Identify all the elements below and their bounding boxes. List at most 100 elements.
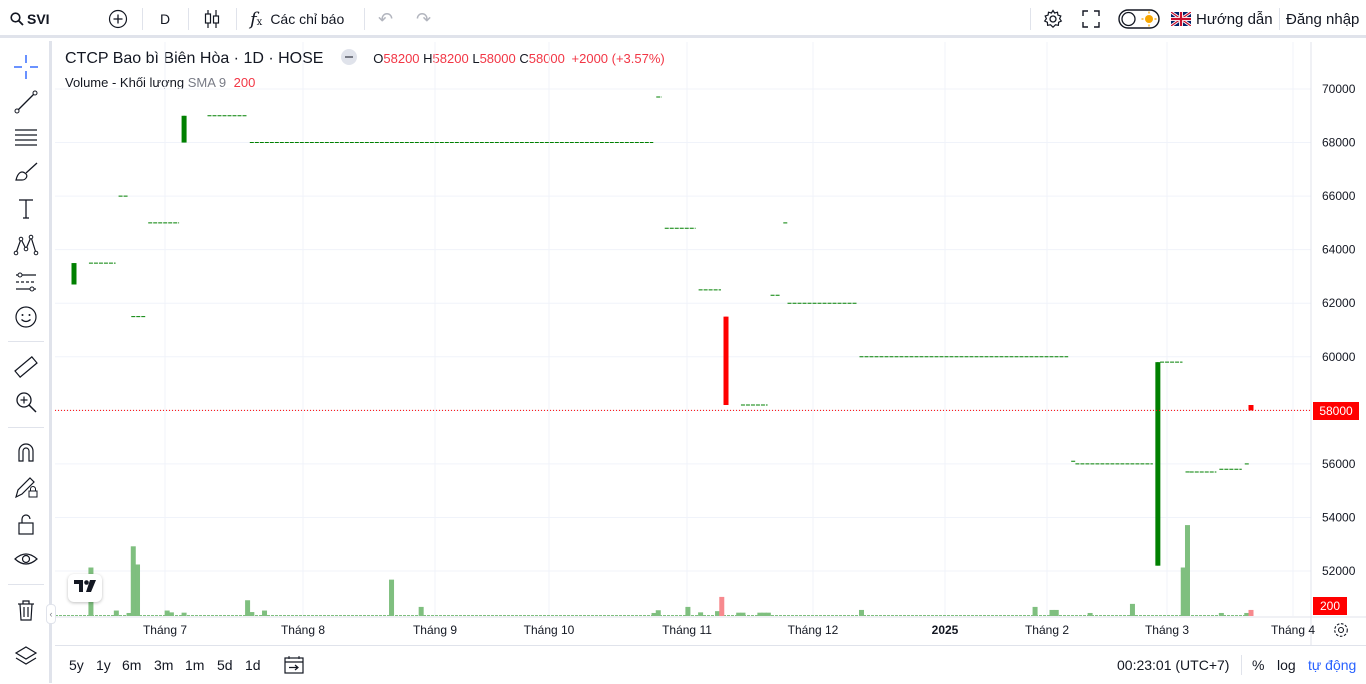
interval-button[interactable]: D: [160, 11, 171, 27]
volume-bar: [685, 606, 691, 616]
indicators-button[interactable]: fx Các chỉ báo: [250, 0, 344, 38]
top-toolbar: SVI D fx Các chỉ báo ↶ ↷ Hướng dẫn Đăng …: [0, 0, 1366, 38]
volume-sma-label: SMA 9: [187, 75, 227, 90]
legend-collapse-icon[interactable]: [341, 49, 358, 66]
delete-tool[interactable]: [10, 594, 42, 626]
text-tool[interactable]: [10, 193, 42, 225]
divider: [188, 8, 189, 30]
zoom-in-icon: [16, 392, 37, 413]
pattern-icon: [13, 234, 39, 256]
divider: [142, 8, 143, 30]
trend-line-tool[interactable]: [10, 86, 42, 118]
volume-value: 200: [233, 75, 256, 90]
volume-bar: [1180, 567, 1186, 616]
undo-icon: ↶: [378, 8, 394, 29]
emoji-tool[interactable]: [10, 301, 42, 333]
settings-button[interactable]: [1043, 0, 1063, 38]
layers-icon: [14, 646, 38, 665]
zoom-tool[interactable]: [10, 386, 42, 418]
auto-scale-toggle[interactable]: tự động: [1308, 657, 1357, 673]
y-tick-label: 68000: [1322, 136, 1356, 150]
divider: [1279, 8, 1280, 30]
fullscreen-button[interactable]: [1082, 0, 1100, 38]
gear-icon: [1334, 623, 1348, 637]
forecast-tool[interactable]: [10, 265, 42, 297]
chart-type-button[interactable]: [202, 0, 222, 38]
x-tick-label: Tháng 4: [1271, 623, 1315, 637]
open-value: 58200: [383, 51, 420, 66]
fx-icon: fx: [250, 8, 263, 30]
candle: [181, 115, 187, 143]
volume-bar: [418, 606, 424, 616]
axis-settings-button[interactable]: [1332, 621, 1350, 639]
candle: [71, 263, 77, 285]
add-symbol-icon: [108, 9, 128, 29]
divider: [8, 584, 44, 585]
log-toggle[interactable]: log: [1277, 657, 1296, 673]
x-tick-label: 2025: [932, 623, 959, 637]
hide-drawings-tool[interactable]: [10, 543, 42, 575]
x-tick-label: Tháng 10: [524, 623, 575, 637]
timezone-clock[interactable]: 00:23:01 (UTC+7): [1117, 657, 1230, 673]
magnet-tool[interactable]: [10, 436, 42, 468]
volume-bar: [715, 611, 721, 616]
x-tick-label: Tháng 2: [1025, 623, 1069, 637]
volume-bar: [135, 564, 141, 616]
forecast-icon: [16, 272, 36, 292]
unlock-icon: [18, 514, 34, 535]
trash-icon: [18, 600, 34, 621]
guide-link[interactable]: Hướng dẫn: [1171, 0, 1273, 38]
login-button[interactable]: Đăng nhập: [1286, 10, 1360, 28]
volume-bar: [858, 609, 864, 616]
candle: [723, 316, 729, 406]
change-value: +2000 (+3.57%): [571, 51, 665, 66]
crosshair-tool[interactable]: [10, 51, 42, 83]
high-value: 58200: [432, 51, 469, 66]
volume-bar: [389, 579, 395, 616]
y-tick-label: 56000: [1322, 457, 1356, 471]
range-button-6m[interactable]: 6m: [122, 657, 142, 673]
date-range-button[interactable]: [283, 646, 305, 684]
volume-bar: [1032, 606, 1038, 616]
trend-line-icon: [14, 90, 38, 114]
symbol-search[interactable]: SVI: [10, 0, 50, 38]
range-button-5d[interactable]: 5d: [217, 657, 233, 673]
volume-bar: [130, 546, 136, 616]
pattern-tool[interactable]: [10, 229, 42, 261]
object-tree-tool[interactable]: [10, 641, 42, 673]
redo-button[interactable]: ↷: [416, 0, 431, 38]
volume-bar: [1184, 525, 1190, 616]
volume-bar: [164, 610, 170, 616]
symbol-label: SVI: [27, 11, 50, 27]
range-button-5y[interactable]: 5y: [69, 657, 84, 673]
legend-title: CTCP Bao bì Biên Hòa · 1D · HOSE: [65, 50, 324, 67]
undo-button[interactable]: ↶: [378, 0, 393, 38]
lock-tool[interactable]: [10, 508, 42, 540]
volume-bar: [113, 610, 119, 616]
text-icon: [19, 199, 33, 219]
range-button-3m[interactable]: 3m: [154, 657, 174, 673]
search-icon: [10, 12, 24, 26]
volume-bar: [1087, 612, 1093, 616]
close-label: C: [519, 51, 529, 66]
y-tick-label: 54000: [1322, 510, 1356, 524]
y-tick-label: 66000: [1322, 189, 1356, 203]
drawing-toolbar: [0, 41, 52, 683]
fib-tool[interactable]: [10, 121, 42, 153]
tradingview-logo[interactable]: [68, 574, 102, 602]
candle: [1248, 405, 1254, 411]
range-button-1m[interactable]: 1m: [185, 657, 205, 673]
lock-drawings-tool[interactable]: [10, 471, 42, 503]
toolbar-collapse-handle[interactable]: ‹: [46, 604, 56, 624]
range-button-1d[interactable]: 1d: [245, 657, 261, 673]
brush-tool[interactable]: [10, 156, 42, 188]
percent-toggle[interactable]: %: [1252, 657, 1265, 673]
measure-tool[interactable]: [10, 351, 42, 383]
theme-toggle[interactable]: [1118, 0, 1160, 38]
fullscreen-icon: [1082, 10, 1100, 28]
range-button-1y[interactable]: 1y: [96, 657, 111, 673]
volume-bar: [765, 612, 771, 616]
compare-button[interactable]: [108, 0, 128, 38]
x-tick-label: Tháng 8: [281, 623, 325, 637]
